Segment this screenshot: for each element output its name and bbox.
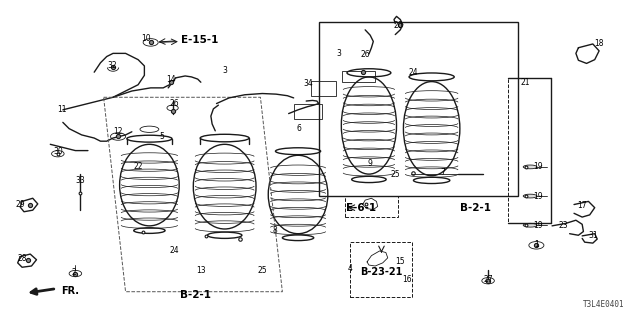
Bar (345, 196, 398, 217)
Text: T3L4E0401: T3L4E0401 (582, 300, 624, 309)
Text: 1: 1 (534, 240, 539, 249)
Text: 20: 20 (394, 21, 403, 30)
Text: 14: 14 (166, 75, 175, 84)
Text: B-2-1: B-2-1 (460, 203, 491, 213)
Text: 32: 32 (107, 61, 116, 70)
Text: 3: 3 (337, 49, 341, 58)
Ellipse shape (524, 223, 537, 227)
Ellipse shape (524, 194, 537, 198)
Text: 21: 21 (521, 78, 531, 87)
Text: 13: 13 (196, 266, 205, 275)
Text: 15: 15 (396, 257, 405, 267)
Bar (310, 81, 336, 96)
Text: E-6-1: E-6-1 (346, 203, 376, 213)
Bar (342, 71, 374, 82)
Text: B-23-21: B-23-21 (360, 267, 403, 277)
Text: 29: 29 (15, 200, 25, 209)
Text: 23: 23 (559, 221, 568, 230)
Text: 10: 10 (141, 34, 150, 43)
Text: 11: 11 (57, 105, 67, 114)
Text: 9: 9 (368, 159, 372, 168)
Text: 3: 3 (222, 66, 227, 75)
Text: 28: 28 (17, 254, 27, 263)
Text: E-15-1: E-15-1 (181, 35, 218, 45)
Text: 2: 2 (72, 268, 77, 277)
Text: 7: 7 (440, 168, 445, 177)
Bar (350, 242, 412, 297)
Text: 30: 30 (53, 147, 63, 156)
Text: B-2-1: B-2-1 (180, 291, 211, 300)
Text: 26: 26 (360, 50, 370, 59)
Text: 27: 27 (483, 275, 493, 284)
Text: 19: 19 (534, 192, 543, 201)
Text: 18: 18 (595, 39, 604, 48)
Text: 8: 8 (273, 226, 277, 235)
Text: 19: 19 (534, 221, 543, 230)
Text: 34: 34 (304, 79, 314, 88)
Ellipse shape (524, 165, 537, 169)
Text: 22: 22 (133, 162, 143, 171)
Text: 33: 33 (76, 176, 85, 185)
Text: 26: 26 (170, 99, 179, 108)
Text: FR.: FR. (61, 286, 79, 296)
Text: 24: 24 (170, 246, 179, 255)
Text: 16: 16 (402, 275, 412, 284)
Text: 17: 17 (577, 201, 587, 210)
Text: 25: 25 (390, 170, 400, 179)
Text: 4: 4 (348, 264, 353, 273)
Text: 19: 19 (534, 162, 543, 171)
Text: 25: 25 (257, 266, 267, 275)
Text: 24: 24 (408, 68, 418, 77)
Bar (319, 22, 518, 196)
Text: 5: 5 (159, 132, 164, 141)
Text: 31: 31 (588, 231, 598, 240)
Text: 12: 12 (113, 127, 123, 136)
Bar (294, 104, 322, 119)
Bar (508, 77, 551, 223)
Text: 6: 6 (297, 124, 301, 133)
